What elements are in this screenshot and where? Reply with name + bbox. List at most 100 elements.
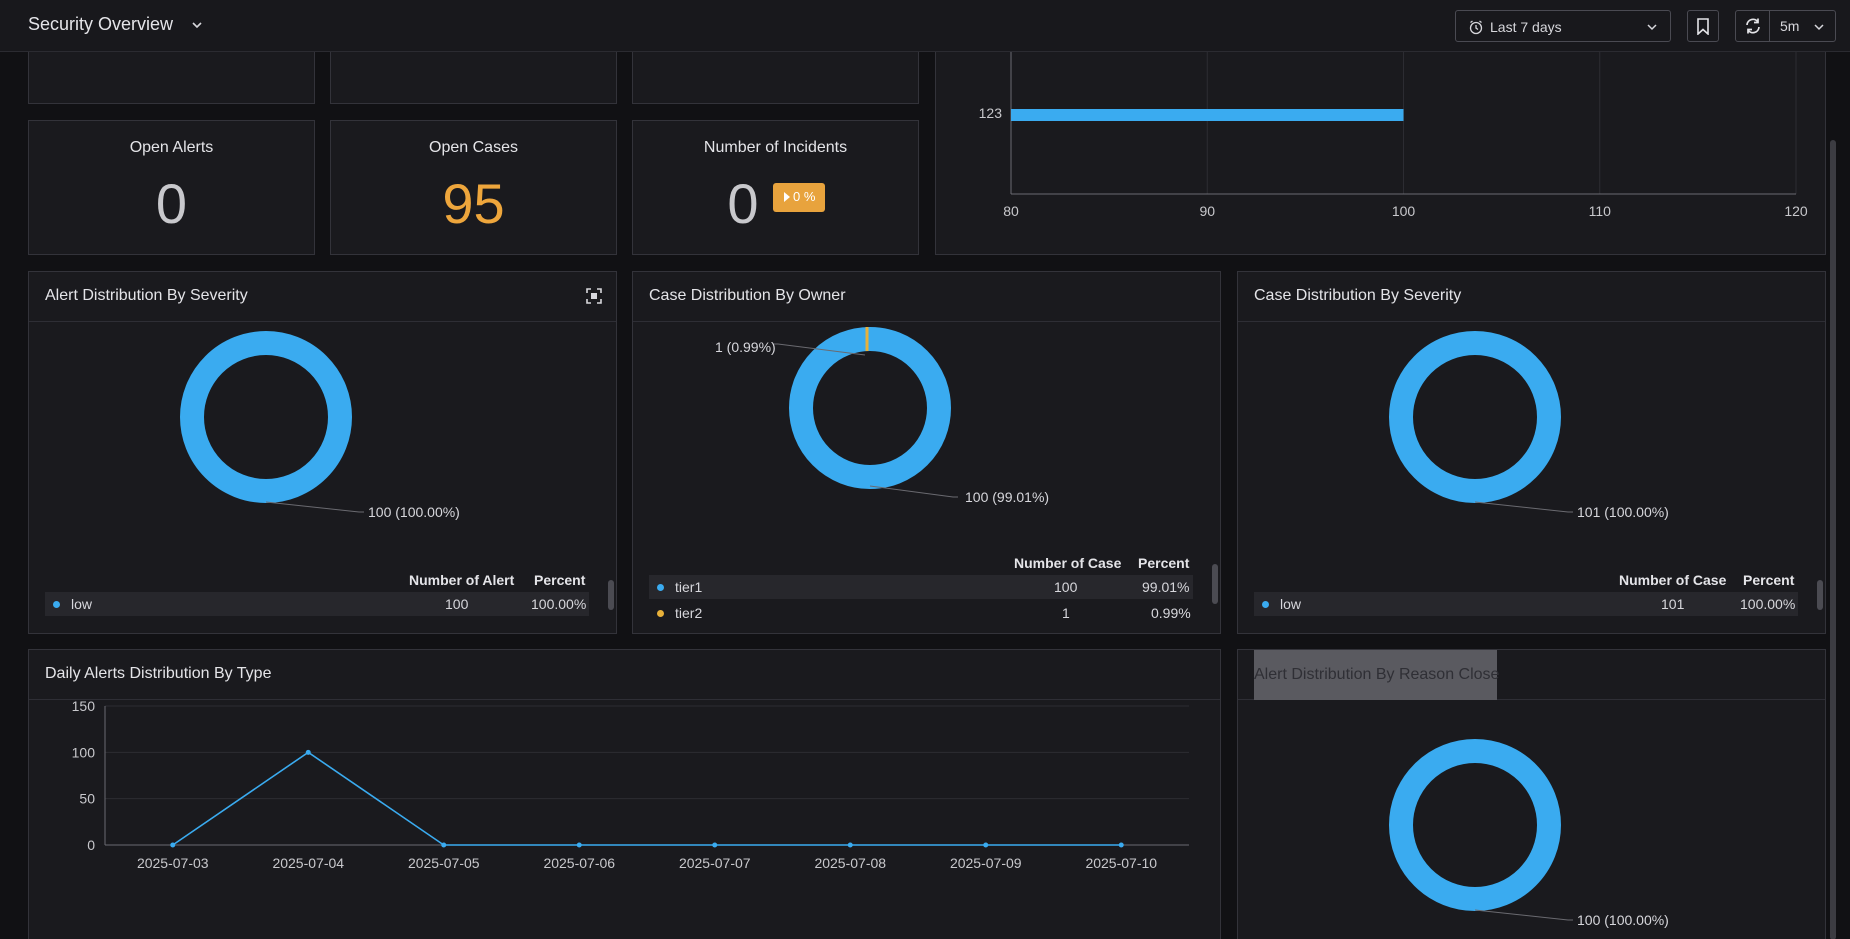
donut-slice-tier1: [789, 327, 951, 489]
x-tick-label: 90: [1199, 203, 1215, 219]
x-tick-label: 2025-07-06: [543, 855, 615, 871]
donut-chart: 101 (100.00%): [1389, 331, 1669, 520]
donut-slice: [1389, 739, 1561, 911]
legend-scrollbar[interactable]: [1212, 564, 1218, 604]
column-header[interactable]: Number of Case: [1619, 572, 1727, 588]
legend-dot: [657, 610, 664, 617]
legend-count: 101: [1661, 596, 1685, 612]
fullscreen-icon[interactable]: [586, 288, 602, 304]
panel-header: Case Distribution By Severity: [1238, 272, 1825, 322]
data-point: [441, 842, 447, 848]
legend-row[interactable]: low 101 100.00%: [1254, 592, 1798, 616]
legend-count: 1: [1062, 605, 1070, 621]
legend-dot: [657, 584, 664, 591]
top-bar: Security Overview Last 7 days 5m: [0, 0, 1850, 52]
x-tick-label: 2025-07-07: [679, 855, 751, 871]
bookmark-button[interactable]: [1687, 10, 1719, 42]
data-point: [170, 842, 176, 848]
stat-title: Number of Incidents: [703, 139, 848, 156]
donut-slice-low: [1389, 331, 1561, 503]
x-tick-label: 2025-07-09: [950, 855, 1022, 871]
refresh-interval[interactable]: 5m: [1780, 18, 1800, 34]
donut-callout: 101 (100.00%): [1577, 504, 1669, 520]
panel-header: Alert Distribution By Severity: [29, 272, 616, 322]
auto-refresh-control: 5m: [1735, 10, 1836, 42]
panel-title: Daily Alerts Distribution By Type: [45, 665, 272, 682]
time-range-picker[interactable]: Last 7 days: [1455, 10, 1671, 42]
open-cases-panel: Open Cases 95: [330, 120, 617, 255]
donut-chart: 1 (0.99%) 100 (99.01%): [715, 327, 1049, 505]
reason-close-panel: Alert Distribution By Reason Close 100 (…: [1237, 649, 1826, 939]
trend-badge-value: 0 %: [793, 189, 816, 204]
refresh-icon: [1746, 18, 1760, 34]
column-header[interactable]: Number of Case: [1014, 555, 1122, 571]
category-label: 123: [979, 105, 1003, 121]
incidents-value: 0: [727, 172, 759, 235]
data-point: [847, 842, 853, 848]
legend-dot: [53, 601, 60, 608]
x-tick-label: 120: [1784, 203, 1808, 219]
y-tick-label: 0: [87, 837, 95, 853]
alarm-clock-icon: [1469, 20, 1483, 35]
column-header[interactable]: Percent: [1138, 555, 1190, 571]
bookmark-icon: [1697, 18, 1709, 35]
x-tick-label: 2025-07-03: [137, 855, 209, 871]
open-cases-value: 95: [442, 172, 505, 235]
refresh-button[interactable]: [1736, 11, 1770, 41]
chevron-down-icon[interactable]: [190, 18, 204, 32]
line-chart: 0 50 100 150 2025-07-03 2025-07-04 2025-07-05…: [72, 700, 1189, 871]
case-owner-panel: Case Distribution By Owner 1 (0.99%) 100…: [632, 271, 1221, 634]
panel-header: Daily Alerts Distribution By Type: [29, 650, 1220, 700]
series-line: [172, 751, 1122, 846]
y-tick-label: 150: [72, 700, 96, 714]
legend-percent: 100.00%: [531, 596, 587, 612]
legend-percent: 100.00%: [1740, 596, 1796, 612]
legend-row[interactable]: low 100 100.00%: [45, 592, 589, 616]
caret-right-icon: [784, 192, 790, 202]
open-alerts-panel: Open Alerts 0: [28, 120, 315, 255]
legend-name: tier1: [675, 579, 703, 595]
legend-row[interactable]: tier2 1 0.99%: [649, 601, 1193, 625]
bar-123: [1011, 109, 1404, 121]
stat-panel-partial: [632, 52, 919, 104]
donut-callout: 100 (100.00%): [368, 504, 460, 520]
open-alerts-value: 0: [155, 172, 188, 235]
y-tick-label: 100: [72, 744, 96, 760]
alert-severity-panel: Alert Distribution By Severity 100 (100.…: [28, 271, 617, 634]
column-header[interactable]: Percent: [1743, 572, 1795, 588]
x-tick-label: 2025-07-04: [272, 855, 344, 871]
legend-name: low: [1280, 596, 1302, 612]
legend-scrollbar[interactable]: [1817, 580, 1823, 610]
x-tick-label: 100: [1392, 203, 1416, 219]
bar-chart-panel: 123 80 90 100 110 120: [935, 52, 1826, 255]
data-point: [983, 842, 989, 848]
column-header[interactable]: Number of Alert: [409, 572, 515, 588]
donut-slice-low: [180, 331, 352, 503]
daily-alerts-panel: Daily Alerts Distribution By Type 0 50 100…: [28, 649, 1221, 939]
data-point: [712, 842, 718, 848]
stat-panel-partial: [28, 52, 315, 104]
chevron-down-icon[interactable]: [1813, 21, 1825, 33]
legend-row[interactable]: tier1 100 99.01%: [649, 575, 1193, 599]
legend-count: 100: [1054, 579, 1078, 595]
stat-title: Open Alerts: [129, 139, 214, 156]
x-tick-label: 2025-07-10: [1085, 855, 1157, 871]
dashboard-title[interactable]: Security Overview: [28, 14, 174, 34]
x-tick-label: 110: [1589, 203, 1612, 219]
legend-scrollbar[interactable]: [608, 580, 614, 610]
data-point: [305, 749, 311, 755]
legend-percent: 99.01%: [1142, 579, 1190, 595]
panel-title: Alert Distribution By Severity: [45, 287, 248, 304]
trend-badge: 0 %: [773, 183, 825, 212]
panel-title: Alert Distribution By Reason Close: [1254, 650, 1499, 700]
bar-chart: 123 80 90 100 110 120: [979, 52, 1808, 219]
legend-name: tier2: [675, 605, 703, 621]
donut-callout: 100 (100.00%): [1577, 912, 1669, 928]
donut-chart: 100 (100.00%): [1389, 739, 1669, 928]
column-header[interactable]: Percent: [534, 572, 586, 588]
stat-title: Open Cases: [429, 139, 518, 156]
page-scrollbar[interactable]: [1830, 140, 1836, 939]
data-point: [1118, 842, 1124, 848]
chevron-down-icon: [1647, 24, 1657, 31]
panel-header: Case Distribution By Owner: [633, 272, 1220, 322]
